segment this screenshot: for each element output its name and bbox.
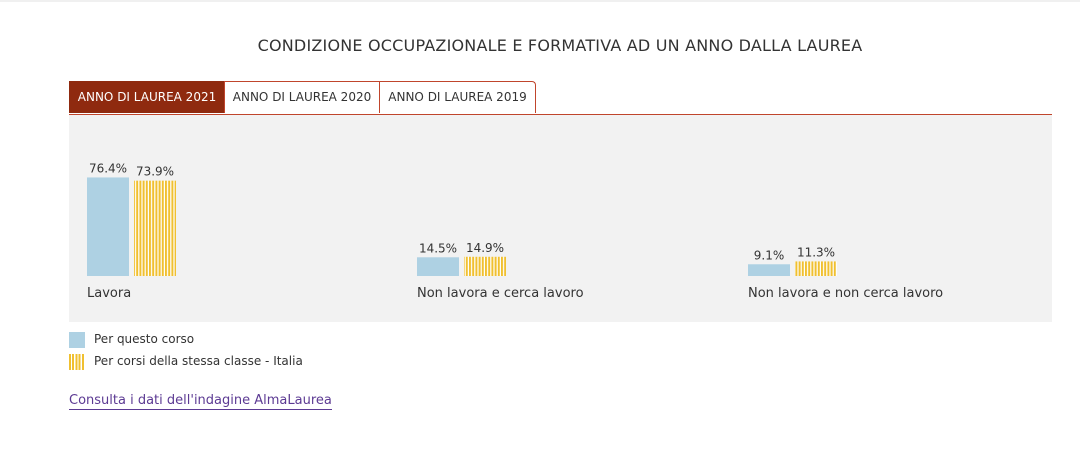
bar-non-lavora-e-cerca-lavoro-series-1 — [417, 257, 459, 276]
bar-chart: 76.4% 73.9% Lavora 14.5% 14.9% Non lavora e c… — [87, 161, 943, 301]
almalaurea-link[interactable]: Consulta i dati dell'indagine AlmaLaurea — [69, 393, 332, 410]
category-label-non-lavora-e-cerca-lavoro: Non lavora e cerca lavoro — [417, 286, 584, 301]
data-label-non-lavora-e-cerca-lavoro-series-1: 14.5% — [419, 241, 457, 255]
category-label-lavora: Lavora — [87, 286, 131, 301]
data-label-non-lavora-e-non-cerca-lavoro-series-2: 11.3% — [797, 245, 835, 259]
year-tabs: ANNO DI LAUREA 2021 ANNO DI LAUREA 2020 … — [69, 81, 1052, 115]
data-label-lavora-series-1: 76.4% — [89, 161, 127, 175]
bar-lavora-series-2 — [134, 180, 176, 276]
bar-lavora-series-1 — [87, 177, 129, 276]
data-label-non-lavora-e-cerca-lavoro-series-2: 14.9% — [466, 241, 504, 255]
category-label-non-lavora-e-non-cerca-lavoro: Non lavora e non cerca lavoro — [748, 286, 943, 301]
chart-title: CONDIZIONE OCCUPAZIONALE E FORMATIVA AD … — [257, 36, 863, 55]
bar-non-lavora-e-cerca-lavoro-series-2 — [464, 256, 506, 276]
bar-non-lavora-e-non-cerca-lavoro-series-1 — [748, 264, 790, 276]
tab-anno-2021[interactable]: ANNO DI LAUREA 2021 — [69, 81, 225, 113]
legend-label-corso: Per questo corso — [94, 332, 195, 346]
tab-anno-2020[interactable]: ANNO DI LAUREA 2020 — [224, 81, 380, 113]
data-label-lavora-series-2: 73.9% — [136, 165, 174, 179]
chart-panel: 76.4% 73.9% Lavora 14.5% 14.9% Non lavora e c… — [69, 115, 1052, 322]
top-divider — [0, 0, 1080, 2]
bar-non-lavora-e-non-cerca-lavoro-series-2 — [795, 261, 837, 276]
legend-swatch-corso — [69, 332, 85, 348]
legend-swatch-classe — [69, 354, 85, 370]
legend-label-classe: Per corsi della stessa classe - Italia — [94, 354, 303, 368]
data-label-non-lavora-e-non-cerca-lavoro-series-1: 9.1% — [754, 248, 785, 262]
tab-anno-2019[interactable]: ANNO DI LAUREA 2019 — [379, 81, 536, 113]
